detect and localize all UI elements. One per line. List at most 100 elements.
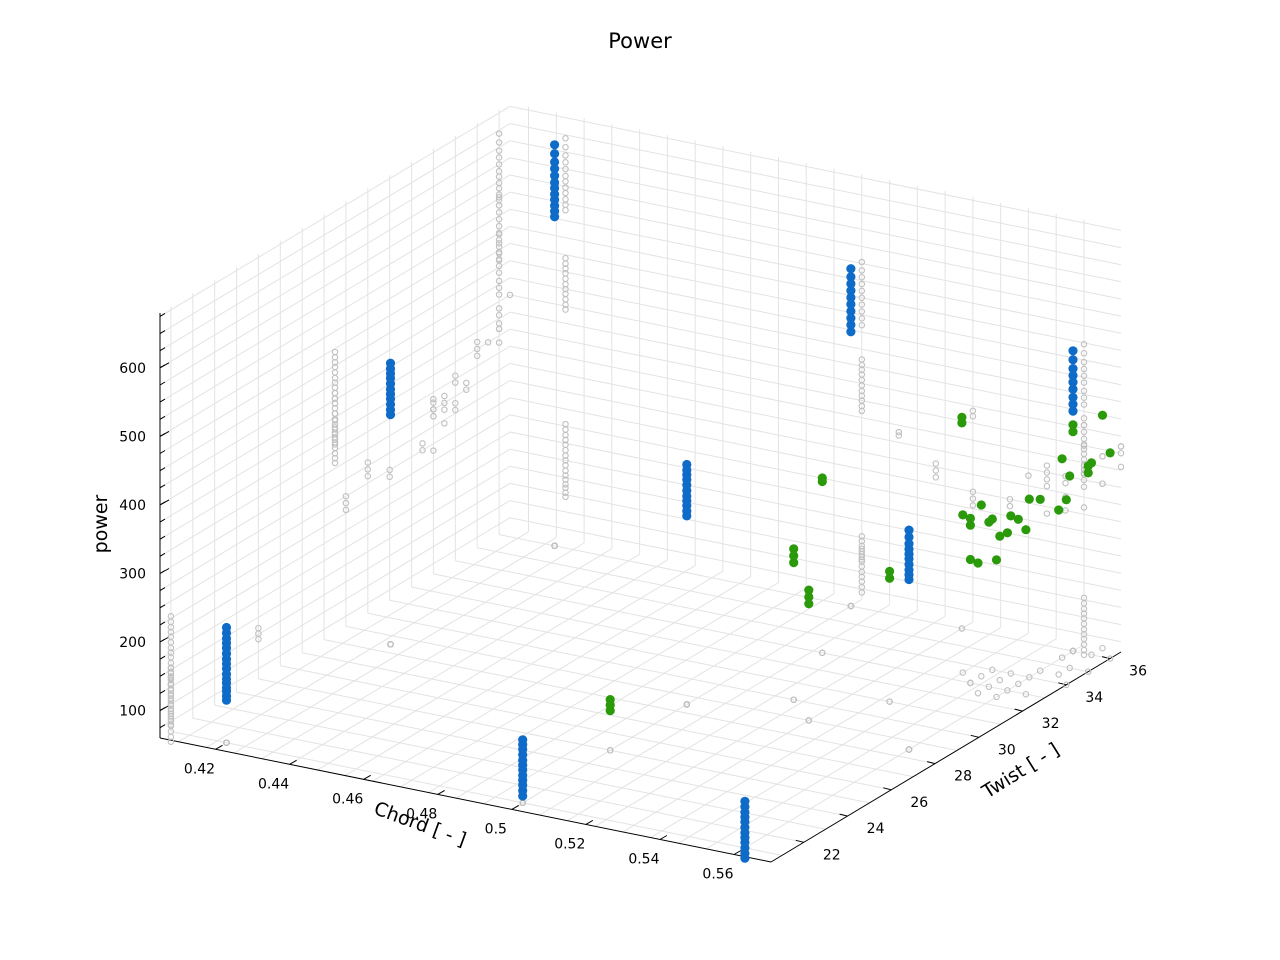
back-wall-projection — [562, 275, 569, 283]
left-wall-projection — [506, 291, 514, 299]
left-wall-projection — [495, 311, 503, 319]
floor-projection — [967, 679, 974, 687]
left-wall-projection — [495, 248, 503, 256]
back-wall-projection — [562, 178, 569, 185]
floor-grid-line — [289, 553, 640, 765]
x-tick-mark — [289, 759, 297, 765]
data-point — [846, 313, 856, 323]
left-wall-grid-line — [159, 174, 511, 386]
back-wall-projection — [858, 287, 866, 295]
left-wall-projection — [364, 472, 372, 480]
z-minor-tick-mark — [159, 484, 166, 489]
back-wall-projection — [1099, 453, 1106, 460]
data-point — [904, 539, 914, 549]
data-point — [846, 292, 856, 303]
left-wall-grid-line — [159, 363, 511, 574]
left-wall-projection — [495, 339, 503, 346]
left-wall-projection — [167, 722, 175, 730]
back-wall-projection — [969, 495, 977, 502]
back-wall-projection — [969, 407, 977, 415]
left-wall-projection — [495, 284, 503, 292]
floor-projection — [1088, 651, 1095, 659]
back-wall-projection — [858, 407, 866, 415]
back-wall-projection — [1080, 372, 1088, 380]
data-point — [846, 272, 856, 282]
left-wall-grid-line — [159, 500, 511, 712]
left-wall-projection — [167, 697, 175, 704]
left-wall-projection — [167, 681, 175, 689]
floor-projection — [819, 649, 826, 657]
left-wall-projection — [495, 179, 503, 187]
y-tick-label: 26 — [910, 795, 928, 811]
data-point — [904, 525, 914, 535]
z-minor-tick-mark — [159, 330, 166, 335]
left-wall-projection — [452, 406, 459, 414]
y-tick-mark — [1014, 708, 1023, 712]
left-wall-projection — [331, 444, 339, 452]
data-point — [1068, 346, 1078, 356]
left-wall-projection — [342, 506, 350, 514]
left-wall-projection — [167, 702, 175, 709]
left-wall-projection — [495, 239, 503, 247]
x-tick-mark — [511, 804, 520, 810]
z-minor-tick-mark — [159, 381, 166, 386]
left-wall-projection — [495, 194, 503, 201]
left-wall-projection — [167, 676, 175, 684]
left-wall-grid-line — [159, 431, 511, 643]
left-wall-projection — [331, 424, 339, 431]
back-wall-projection — [932, 460, 940, 467]
data-point — [1068, 427, 1078, 437]
floor-projection — [905, 746, 913, 753]
back-wall-grid-line — [509, 345, 1122, 471]
floor-projection — [974, 689, 982, 697]
back-wall-projection — [562, 189, 569, 197]
data-point — [1068, 370, 1078, 381]
back-wall-projection — [562, 306, 569, 313]
left-wall-projection — [364, 466, 372, 473]
left-wall-grid-line — [159, 294, 511, 506]
left-wall-projection — [495, 161, 503, 168]
x-tick-label: 0.54 — [628, 852, 659, 868]
left-wall-projection — [331, 434, 339, 441]
floor-grid-line — [317, 559, 668, 771]
back-wall-projection — [562, 152, 569, 159]
back-wall-projection — [858, 558, 866, 565]
data-point — [1013, 514, 1023, 524]
left-wall-grid-line — [159, 448, 511, 660]
back-wall-projection — [1080, 442, 1088, 449]
z-tick-label: 500 — [119, 429, 146, 445]
left-wall-grid-line — [159, 328, 511, 540]
back-wall-projection — [858, 321, 866, 329]
left-wall-projection — [167, 613, 175, 620]
left-wall-grid-line — [159, 105, 511, 317]
floor-grid-line — [206, 536, 557, 748]
back-wall-projection — [562, 135, 569, 142]
left-wall-grid-line — [159, 397, 511, 609]
left-wall-grid-line — [159, 123, 511, 335]
chart-title: Power — [608, 29, 672, 53]
data-point — [789, 551, 799, 561]
back-wall-projection — [1080, 445, 1088, 453]
back-wall-projection — [858, 397, 866, 404]
data-point — [1068, 377, 1078, 387]
back-wall-projection — [1080, 435, 1088, 443]
floor-projection — [1004, 687, 1011, 694]
back-wall-grid-line — [509, 465, 1122, 591]
back-wall-projection — [858, 545, 866, 552]
back-wall-projection — [562, 285, 569, 293]
back-wall-projection — [1080, 615, 1088, 622]
left-wall-projection — [452, 372, 459, 379]
left-wall-projection — [331, 400, 339, 407]
back-wall-grid-line — [509, 517, 1122, 643]
back-wall-projection — [1006, 502, 1014, 510]
floor-grid-line — [705, 638, 1057, 850]
back-wall-projection — [1080, 428, 1088, 436]
back-wall-projection — [858, 371, 866, 378]
data-point — [1061, 495, 1071, 505]
back-wall-projection — [1080, 379, 1088, 386]
back-wall-projection — [858, 578, 866, 585]
data-point — [385, 358, 396, 368]
data-point — [965, 554, 976, 565]
floor-grid-line — [389, 599, 1001, 725]
back-wall-projection — [858, 537, 866, 545]
